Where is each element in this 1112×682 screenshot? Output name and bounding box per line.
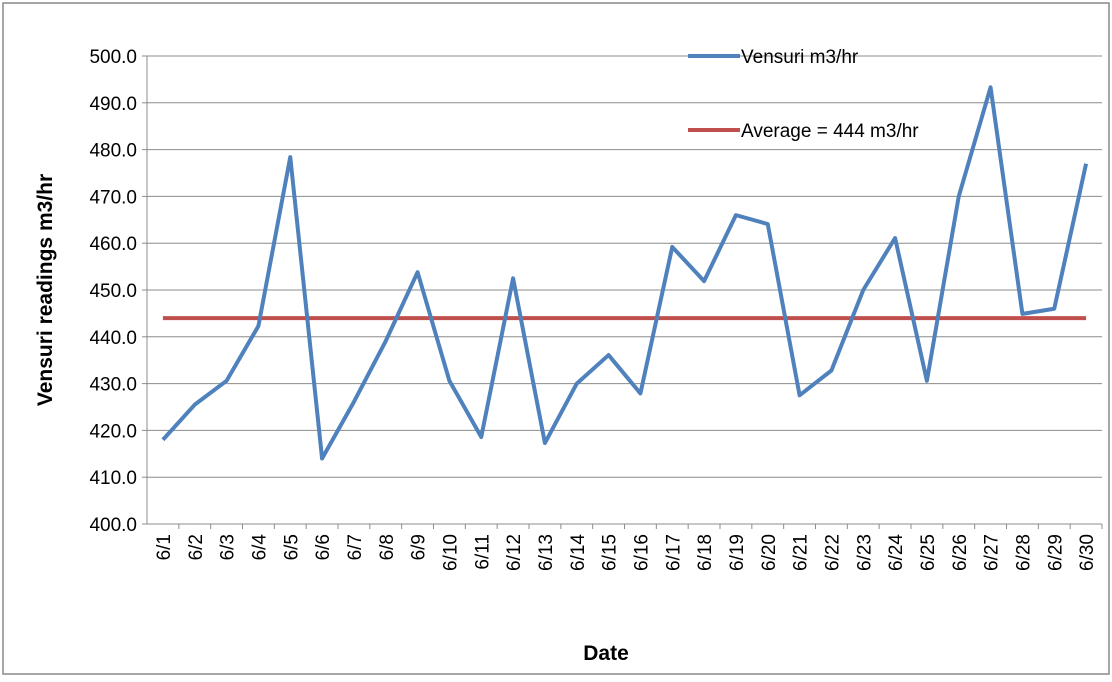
- x-tick-label: 6/6: [313, 534, 334, 560]
- y-tick-label: 480.0: [89, 141, 137, 162]
- x-tick-label: 6/9: [409, 534, 430, 560]
- x-tick-label: 6/17: [663, 534, 684, 571]
- x-tick-label: 6/4: [249, 534, 270, 561]
- series-line: [161, 85, 1089, 461]
- x-tick-label: 6/7: [345, 534, 366, 560]
- x-tick-label: 6/16: [631, 534, 652, 571]
- y-tick-label: 400.0: [89, 515, 137, 536]
- x-tick-label: 6/28: [1013, 534, 1034, 571]
- x-tick-label: 6/5: [281, 534, 302, 560]
- x-tick-label: 6/18: [695, 534, 716, 571]
- y-tick-label: 470.0: [89, 187, 137, 208]
- y-tick-label: 500.0: [89, 47, 137, 68]
- x-tick-label: 6/24: [886, 534, 907, 571]
- x-tick-label: 6/19: [727, 534, 748, 571]
- y-axis-title: Vensuri readings m3/hr: [34, 174, 57, 406]
- x-tick-label: 6/13: [536, 534, 557, 571]
- x-tick-label: 6/11: [472, 534, 493, 570]
- y-tick-label: 460.0: [89, 234, 137, 255]
- legend-label: Vensuri m3/hr: [741, 47, 859, 68]
- y-tick-label: 450.0: [89, 281, 137, 302]
- x-tick-label: 6/20: [759, 534, 780, 571]
- x-tick-label: 6/27: [982, 534, 1003, 571]
- x-tick-label: 6/30: [1077, 534, 1098, 571]
- x-tick-label: 6/14: [568, 534, 589, 571]
- x-tick-label: 6/22: [822, 534, 843, 571]
- y-tick-label: 410.0: [89, 468, 137, 489]
- y-tick-label: 420.0: [89, 421, 137, 442]
- y-tick-label: 430.0: [89, 375, 137, 396]
- x-tick-label: 6/2: [186, 534, 207, 560]
- x-tick-label: 6/1: [154, 534, 175, 560]
- y-tick-label: 440.0: [89, 328, 137, 349]
- x-tick-label: 6/23: [854, 534, 875, 571]
- x-tick-label: 6/15: [600, 534, 621, 571]
- x-tick-label: 6/8: [377, 534, 398, 560]
- x-tick-label: 6/25: [918, 534, 939, 571]
- x-tick-label: 6/12: [504, 534, 525, 571]
- x-tick-label: 6/3: [218, 534, 239, 560]
- x-tick-label: 6/21: [791, 534, 812, 571]
- x-tick-label: 6/29: [1045, 534, 1066, 571]
- legend-label: Average = 444 m3/hr: [741, 121, 919, 142]
- y-tick-label: 490.0: [89, 94, 137, 115]
- x-axis-title: Date: [583, 642, 629, 665]
- x-tick-label: 6/26: [950, 534, 971, 571]
- x-tick-label: 6/10: [440, 534, 461, 571]
